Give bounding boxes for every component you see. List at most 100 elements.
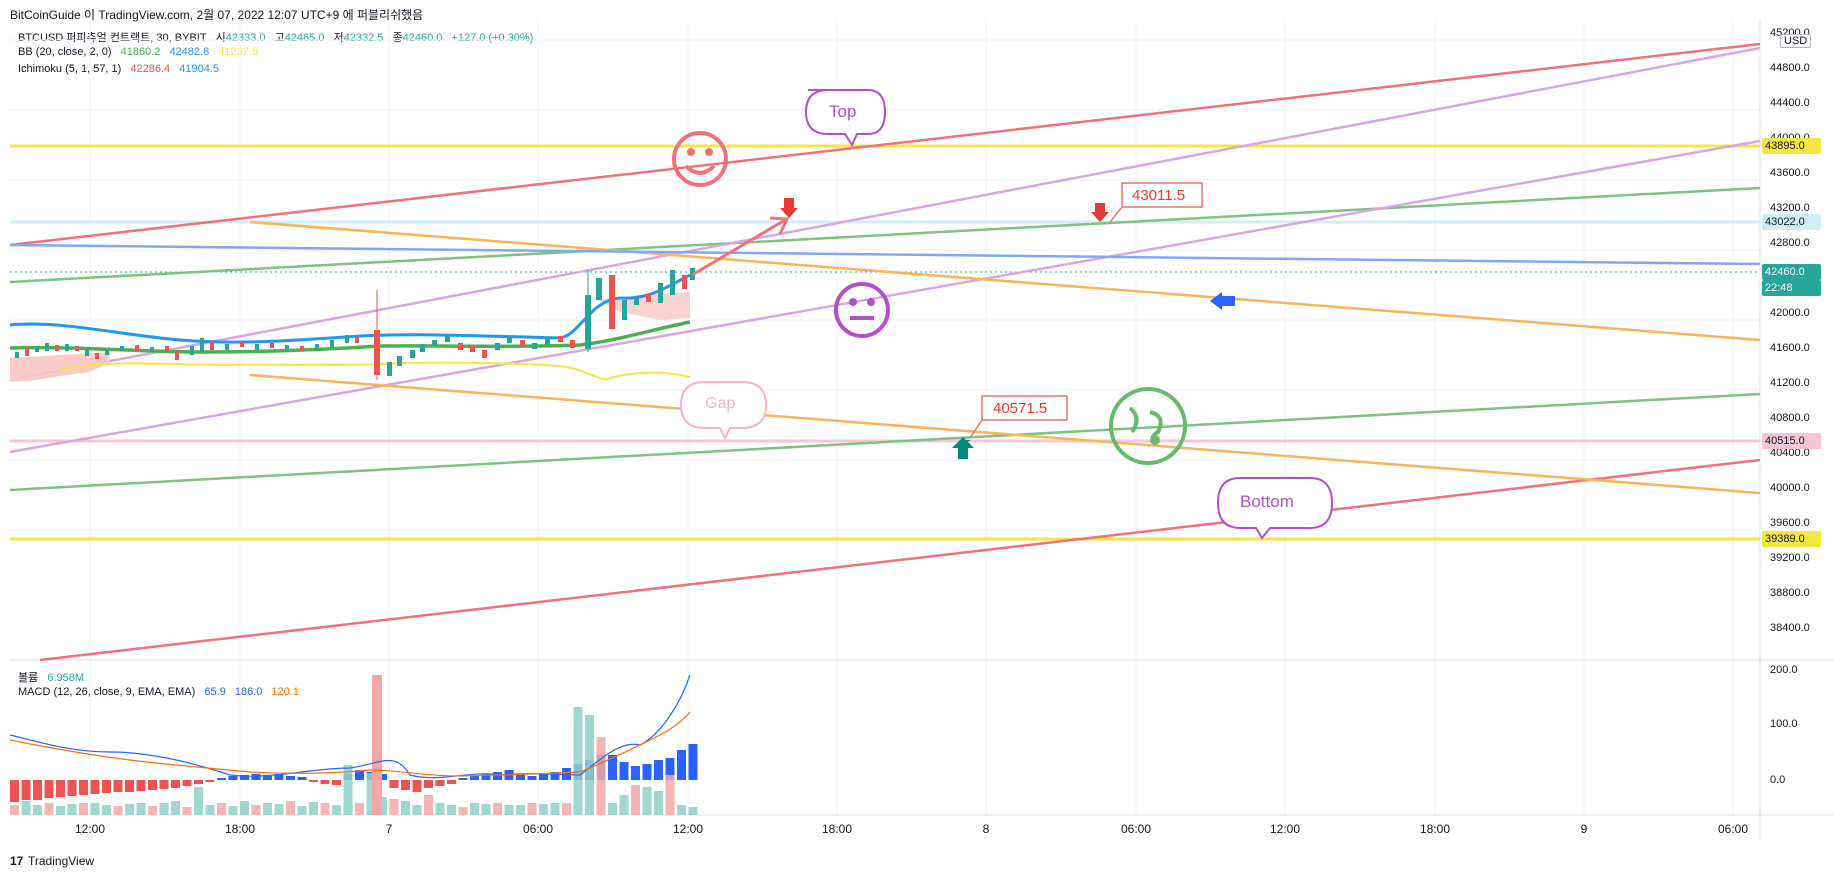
price-callout-2-box [969,395,1068,439]
macd-v1: 65.9 [204,686,226,698]
macd-bar [470,776,479,780]
tradingview-brand[interactable]: 17 TradingView [10,854,94,868]
volume-bar [631,785,640,815]
price-axis-tick: 43200.0 [1770,202,1810,214]
macd-bar [171,780,180,788]
gap-bubble-label[interactable]: Gap [705,395,736,412]
ichimoku-v1: 42286.4 [130,63,171,75]
volume-bars [10,675,698,815]
time-axis-label: 18:00 [821,822,853,836]
price-callout-1-box [1109,182,1203,223]
blue-line [9,243,1761,266]
volume-bar [424,795,433,815]
time-axis-label: 06:00 [1717,822,1749,836]
low-label: 저 [333,32,344,44]
volume-bar [136,803,146,815]
orange-line-bottom [249,373,1761,495]
volume-bar [608,803,617,815]
smile-icon [672,131,728,187]
macd-bar [458,778,468,780]
volume-legend[interactable]: 볼륨 6.958M [18,669,90,685]
bb-upper-line [9,273,691,344]
time-axis-label: 12:00 [74,822,106,836]
volume-bar [332,805,341,815]
volume-bar [596,737,606,815]
symbol-name: BTCUSD 퍼피츄얼 컨트랙트, 30, BYBIT [18,32,207,44]
volume-bar [539,804,548,815]
price-axis-tick: 38400.0 [1770,622,1810,634]
macd-bar [240,775,249,780]
price-axis-tick: 40800.0 [1770,412,1810,424]
macd-bar [516,774,525,780]
time-axis-label: 7 [385,822,393,836]
change-value: +127.0 (+0.30%) [451,32,534,44]
violet-line-top [9,46,1761,382]
price-axis-tick: 41200.0 [1770,377,1810,389]
bb-lower-line [59,361,691,381]
volume-bar [378,797,387,815]
volume-bar [585,715,594,815]
macd-legend[interactable]: MACD (12, 26, close, 9, EMA, EMA) 65.9 1… [18,686,305,698]
macd-bar [159,780,169,789]
volume-bar [458,807,468,815]
currency-label[interactable]: USD [1780,34,1812,48]
macd-bar [562,768,571,780]
volume-bar [33,805,42,815]
bb-lower: 41237.5 [218,46,259,58]
macd-v2: 186.0 [234,686,263,698]
volume-bar [343,765,353,815]
macd-bar [320,780,330,784]
volume-bar [412,805,422,815]
macd-bar [33,780,42,800]
down-arrow-icon [780,198,798,218]
volume-bar [79,803,88,815]
ichimoku-label: Ichimoku (5, 1, 57, 1) [18,63,122,75]
price-tag-43895: 43895.0 [1762,138,1821,154]
close-value: 42460.0 [402,32,443,44]
macd-bar [481,774,491,780]
price-tag-40515: 40515.0 [1762,433,1821,449]
volume-bar [217,803,226,815]
price-axis-tick: 39200.0 [1770,552,1810,564]
volume-bar [654,791,663,815]
gap-callout [679,381,768,441]
macd-bar [56,780,65,797]
sleepy-face-icon [1109,387,1187,465]
red-channel-bottom [39,458,1761,662]
macd-bar [355,770,364,780]
time-axis-label: 18:00 [224,822,256,836]
ichimoku-v2: 41904.5 [179,63,219,75]
price-axis-tick: 43600.0 [1770,167,1810,179]
volume-bar [228,806,238,815]
volume-bar [493,803,502,815]
countdown-tag: 22:48 [1762,280,1821,296]
macd-bar [401,780,410,790]
price-callout-2[interactable]: 40571.5 [993,400,1048,417]
volume-bar [619,795,629,815]
volume-bar [159,803,169,815]
volume-bar [562,803,571,815]
ichimoku-legend[interactable]: Ichimoku (5, 1, 57, 1) 42286.4 41904.5 [18,63,225,75]
time-axis-label: 8 [982,822,990,836]
bb-legend[interactable]: BB (20, close, 2, 0) 41860.2 42482.8 412… [18,46,264,58]
bottom-bubble-label[interactable]: Bottom [1240,492,1294,511]
macd-bar [102,780,111,793]
macd-bar [136,780,146,791]
close-label: 종 [392,32,403,44]
macd-bar [286,776,295,780]
low-value: 42332.5 [343,32,384,44]
volume-bar [435,803,445,815]
price-axis-tick: 42800.0 [1770,237,1810,249]
macd-bar [228,776,238,780]
macd-bar [527,776,537,780]
macd-bar [205,780,215,782]
price-callout-1[interactable]: 43011.5 [1132,187,1186,204]
top-bubble-label[interactable]: Top [829,102,857,121]
symbol-legend[interactable]: BTCUSD 퍼피츄얼 컨트랙트, 30, BYBIT 시42333.0 고42… [18,29,539,45]
volume-bar [504,805,514,815]
volume-bar [56,806,65,815]
volume-bar [194,787,203,815]
neutral-face-icon [834,282,890,338]
volume-bar [251,805,261,815]
